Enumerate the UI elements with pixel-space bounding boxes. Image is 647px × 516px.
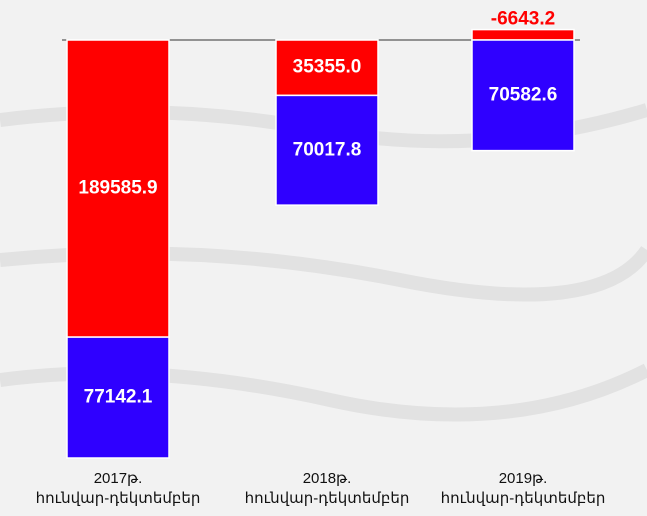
bar-segment — [471, 39, 575, 152]
value-label: 70582.6 — [489, 84, 558, 105]
x-tick-sublabel: հունվար-դեկտեմբեր — [36, 490, 201, 507]
bar-segment — [471, 28, 575, 41]
value-label: 70017.8 — [293, 139, 362, 160]
x-tick-label: 2019թ. — [499, 470, 548, 487]
x-tick-sublabel: հունվար-դեկտեմբեր — [245, 490, 410, 507]
x-tick-label: 2018թ. — [303, 470, 352, 487]
value-label: 77142.1 — [84, 387, 153, 408]
value-label: -6643.2 — [491, 9, 555, 30]
x-tick-label: 2017թ. — [94, 470, 143, 487]
bar-segment — [275, 94, 379, 206]
value-label: 35355.0 — [293, 57, 362, 78]
x-tick-sublabel: հունվար-դեկտեմբեր — [441, 490, 606, 507]
value-label: 189585.9 — [78, 178, 157, 199]
bar-segment — [275, 39, 379, 97]
bar-segment — [66, 336, 170, 459]
